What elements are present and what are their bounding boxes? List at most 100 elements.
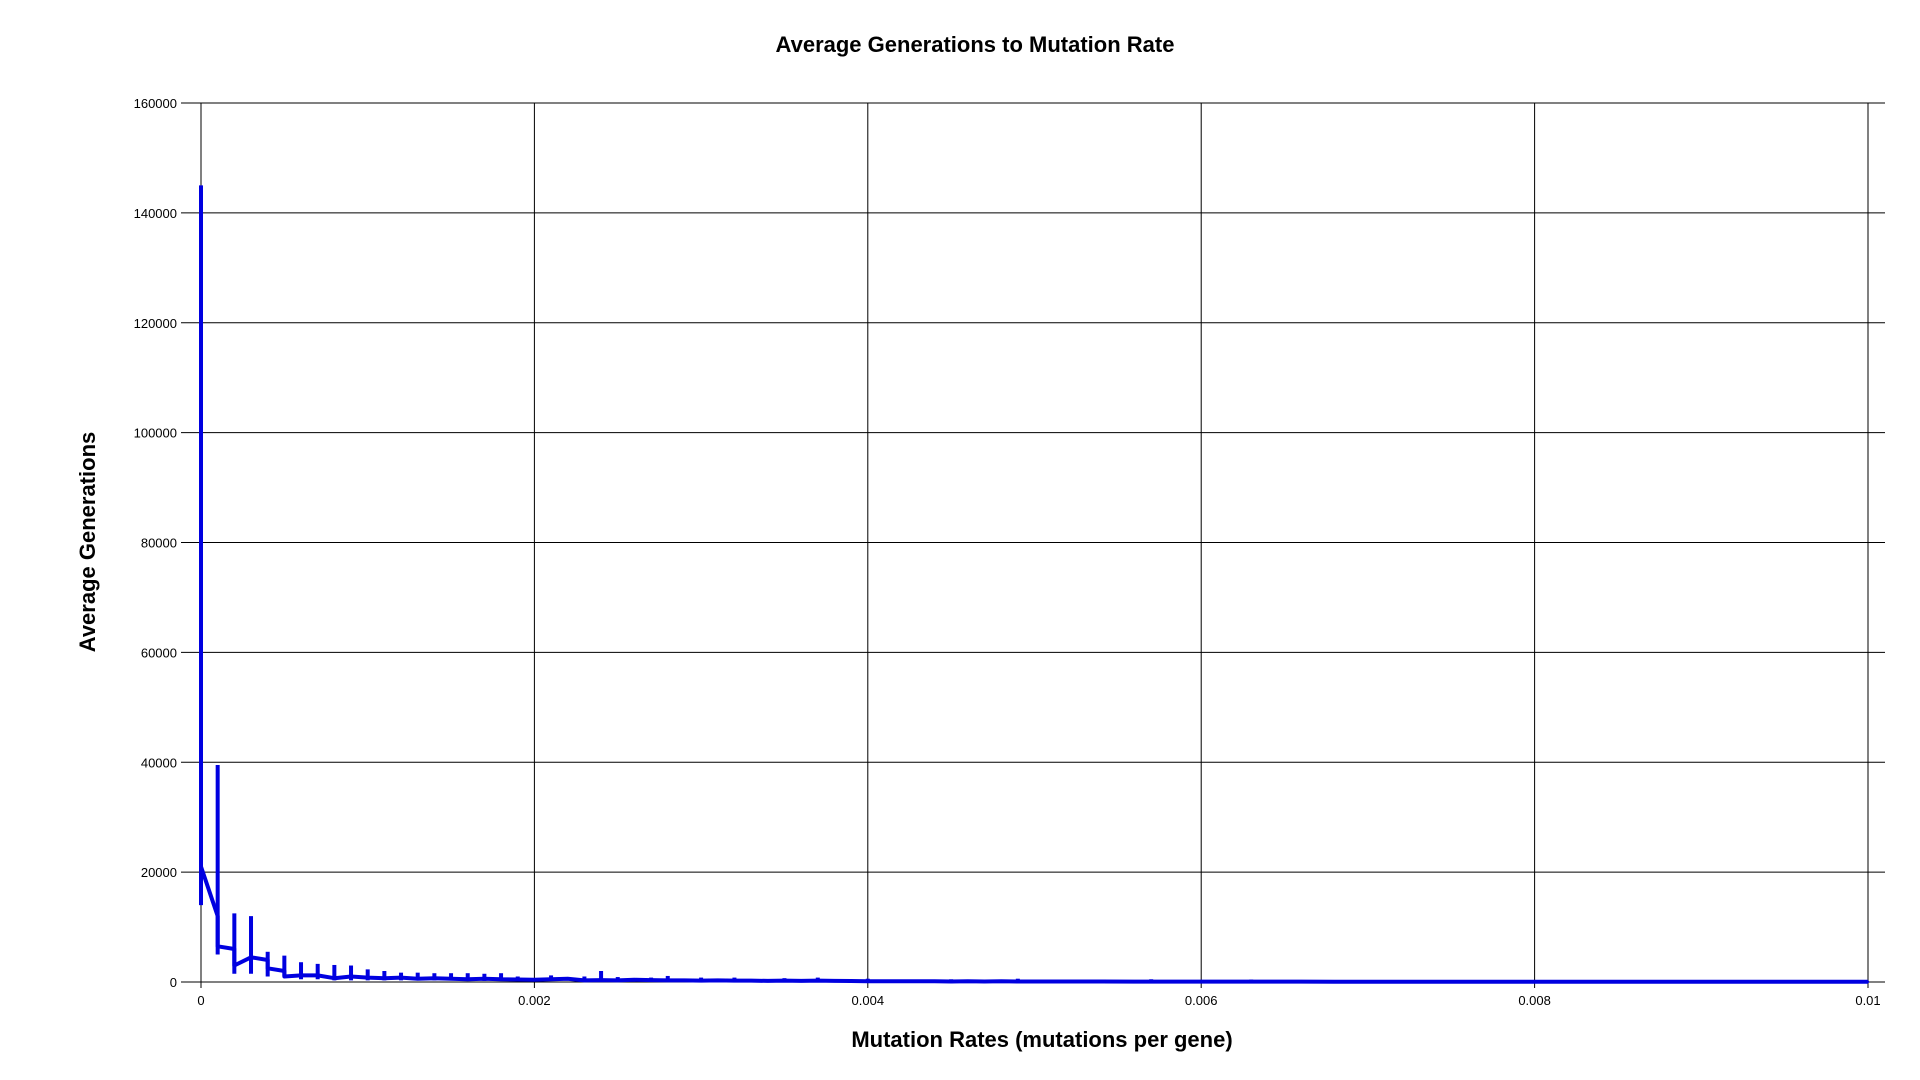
data-point: [1600, 980, 1603, 983]
data-point: [1266, 980, 1270, 983]
data-point: [466, 978, 469, 981]
data-point: [199, 865, 203, 868]
data-point: [449, 977, 453, 980]
x-axis-ticks: 0 0.002 0.004 0.006 0.008 0.01: [197, 993, 1880, 1008]
data-point: [766, 979, 769, 983]
data-point: [683, 979, 686, 982]
x-tick-label: 0: [197, 993, 204, 1008]
data-point: [1016, 980, 1020, 983]
data-point: [516, 978, 519, 981]
x-axis-title: Mutation Rates (mutations per gene): [851, 1027, 1232, 1052]
data-point: [283, 969, 286, 973]
data-point: [749, 979, 753, 982]
y-tick-label: 100000: [134, 426, 177, 441]
y-axis-title: Average Generations: [75, 432, 100, 653]
data-point: [1400, 980, 1403, 983]
data-point: [1833, 980, 1836, 984]
data-point: [616, 979, 619, 982]
data-point: [266, 958, 269, 962]
data-point: [883, 979, 886, 983]
data-point: [1033, 980, 1036, 983]
x-tick-label: 0.004: [852, 993, 885, 1008]
data-point: [1700, 980, 1703, 983]
data-point: [366, 976, 369, 979]
data-point: [1333, 980, 1336, 983]
data-point: [1200, 980, 1203, 983]
grid: [181, 102, 1885, 988]
data-point: [733, 979, 736, 982]
data-point: [283, 975, 286, 978]
data-point: [633, 978, 636, 982]
data-point: [1566, 980, 1570, 983]
data-point: [1366, 980, 1370, 983]
data-point: [216, 914, 219, 918]
data-point: [533, 978, 536, 982]
data-point: [233, 964, 236, 967]
data-point: [866, 979, 869, 983]
y-axis-ticks: 0 20000 40000 60000 80000 100000 120000 140000 1…: [134, 96, 177, 990]
data-point: [1466, 980, 1470, 983]
data-point: [916, 980, 920, 983]
data-point: [566, 977, 569, 980]
y-tick-label: 40000: [141, 755, 177, 770]
data-point: [399, 976, 403, 979]
data-point: [233, 947, 236, 951]
data-point: [799, 979, 803, 983]
data-point: [716, 979, 719, 982]
x-tick-label: 0.008: [1518, 993, 1551, 1008]
data-point: [499, 978, 503, 981]
data-point: [1099, 980, 1103, 983]
data-point: [999, 980, 1003, 983]
data-point: [416, 977, 419, 980]
data-point: [816, 979, 819, 982]
data-point: [349, 975, 353, 978]
y-tick-label: 140000: [134, 206, 177, 221]
data-point: [1133, 980, 1136, 983]
data-point: [1666, 980, 1670, 983]
x-tick-label: 0.01: [1855, 993, 1880, 1008]
data-point: [249, 956, 253, 959]
data-point: [433, 976, 436, 980]
data-point: [1066, 980, 1070, 983]
data-point: [1500, 980, 1503, 983]
data-point: [299, 974, 303, 977]
data-point: [899, 980, 903, 983]
series-layer: [199, 185, 1870, 984]
data-point: [1766, 980, 1770, 984]
y-tick-label: 20000: [141, 865, 177, 880]
data-point: [316, 974, 319, 977]
y-tick-label: 60000: [141, 645, 177, 660]
data-point: [933, 980, 936, 983]
data-point: [983, 980, 986, 983]
data-point: [599, 978, 603, 982]
data-point: [216, 945, 219, 948]
data-point: [949, 980, 953, 983]
data-point: [783, 979, 786, 982]
chart-title: Average Generations to Mutation Rate: [776, 32, 1175, 57]
data-point: [583, 979, 586, 982]
series-line: [199, 865, 1868, 984]
x-tick-label: 0.002: [518, 993, 551, 1008]
data-point: [266, 967, 269, 970]
data-point: [666, 979, 669, 982]
y-tick-label: 120000: [134, 316, 177, 331]
data-point: [833, 979, 836, 983]
data-point: [483, 977, 486, 980]
data-point: [1800, 980, 1803, 984]
data-point: [1433, 980, 1436, 983]
data-point: [1533, 980, 1536, 983]
data-point: [1300, 980, 1303, 983]
x-tick-label: 0.006: [1185, 993, 1218, 1008]
data-point: [849, 979, 853, 983]
data-point: [549, 978, 553, 981]
data-point: [699, 979, 703, 982]
data-point: [1633, 980, 1636, 983]
y-tick-label: 80000: [141, 536, 177, 551]
data-point: [1166, 980, 1170, 983]
data-point: [1233, 980, 1236, 983]
data-point: [333, 976, 336, 980]
y-tick-label: 0: [170, 975, 177, 990]
data-point: [383, 976, 386, 980]
data-point: [1866, 980, 1870, 984]
